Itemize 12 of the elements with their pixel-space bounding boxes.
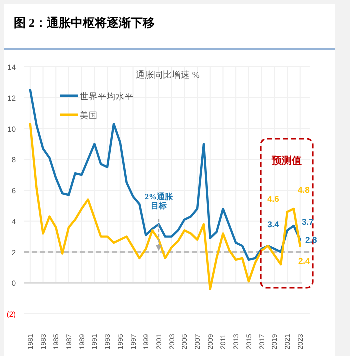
data-label: 3.4 [268,220,280,230]
annotation: 2%通胀目标 [144,192,174,210]
chart-title: 图 2：通胀中枢将逐渐下移 [14,16,155,30]
chart-subtitle: 通胀同比增速 % [136,70,200,80]
data-label: 2.4 [298,256,311,266]
data-label: 2.8 [305,234,318,245]
data-label: 4.6 [268,194,280,204]
data-label: 3.7 [302,217,314,228]
legend-label: 美国 [80,110,98,120]
data-label: 4.8 [298,185,310,196]
legend-label: 世界平均水平 [80,92,134,102]
annotation: 预测值 [271,155,302,167]
